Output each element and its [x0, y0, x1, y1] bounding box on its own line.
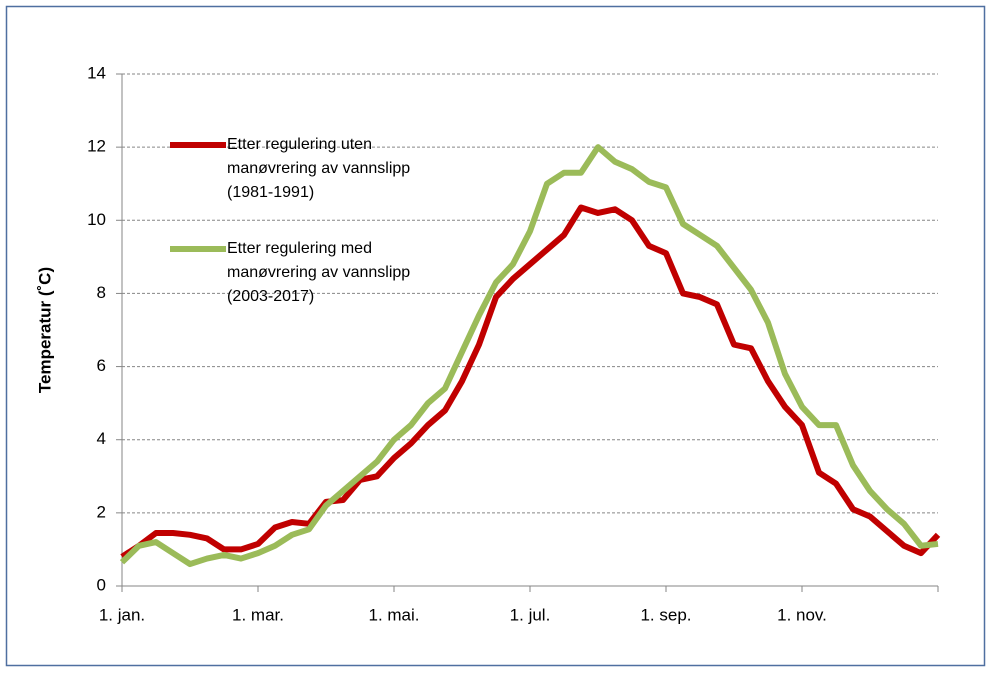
- y-tick-label: 0: [97, 575, 106, 594]
- y-tick-label: 6: [97, 356, 106, 375]
- x-tick-label: 1. sep.: [640, 605, 691, 624]
- y-tick-label: 2: [97, 502, 106, 521]
- y-tick-label: 10: [87, 210, 106, 229]
- y-tick-label: 14: [87, 63, 106, 82]
- x-tick-label: 1. mar.: [232, 605, 284, 624]
- x-tick-label: 1. jul.: [510, 605, 551, 624]
- series-line: [119, 144, 939, 568]
- legend-label: Etter regulering med manøvrering av vann…: [227, 240, 411, 305]
- x-tick-label: 1. mai.: [368, 605, 419, 624]
- y-tick-label: 4: [97, 429, 106, 448]
- series-line: [120, 204, 941, 560]
- y-tick-label: 8: [97, 283, 106, 302]
- y-tick-label: 12: [87, 137, 106, 156]
- legend-label: Etter regulering uten manøvrering av van…: [227, 136, 411, 201]
- y-axis-label: Temperatur (˚C): [35, 267, 54, 393]
- x-tick-label: 1. jan.: [99, 605, 145, 624]
- frame: [5, 5, 986, 667]
- x-tick-label: 1. nov.: [777, 605, 827, 624]
